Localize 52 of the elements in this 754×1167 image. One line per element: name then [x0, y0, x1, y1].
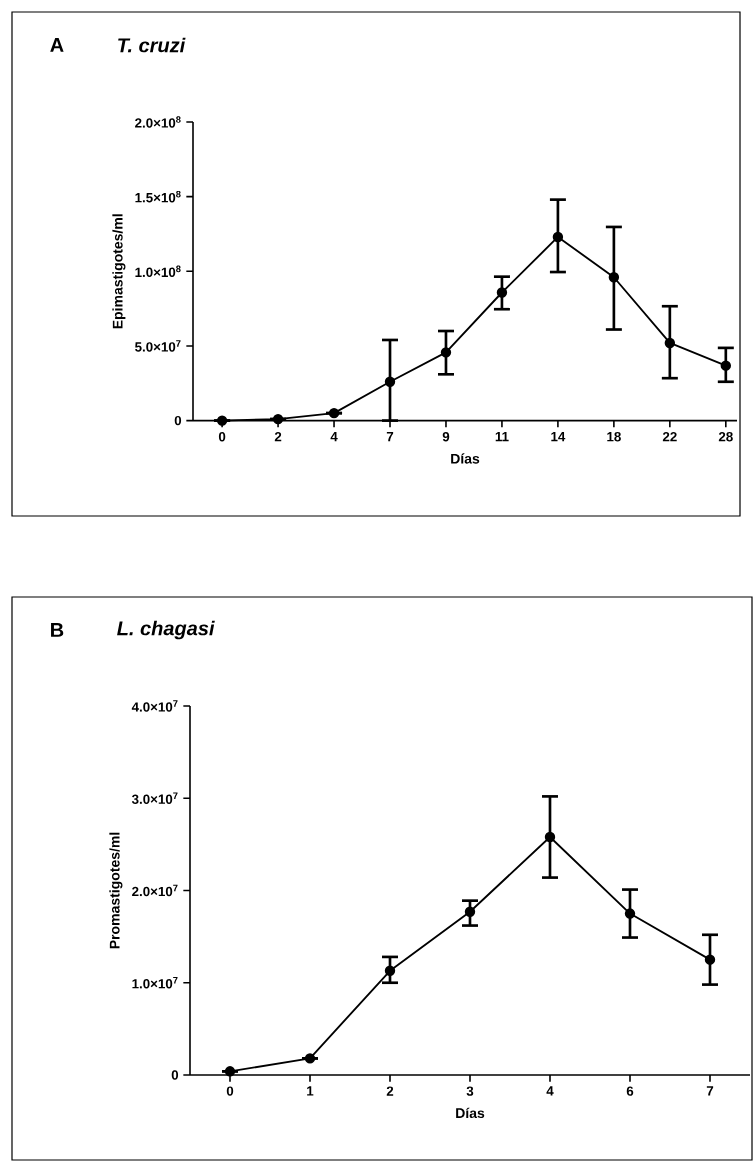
x-axis-title: Días — [456, 1107, 485, 1119]
point — [272, 413, 284, 425]
point — [224, 1066, 236, 1077]
point — [720, 360, 732, 371]
chart-title: T. cruzi — [118, 37, 186, 53]
y-tick-label: 2.0×10$^{8}$ — [135, 116, 181, 128]
point — [328, 407, 340, 419]
y-tick-label: 1.0×10$^{7}$ — [132, 977, 178, 989]
x-tick-label: 28 — [718, 431, 733, 442]
y-tick-label: 0 — [174, 415, 182, 426]
x-tick-label: 4 — [330, 431, 338, 442]
x-tick-label: 11 — [495, 431, 509, 442]
point — [384, 376, 396, 387]
y-tick-label: 4.0×10$^{7}$ — [131, 700, 178, 712]
y-tick-label: 2.0×10$^{7}$ — [132, 884, 178, 897]
x-tick-label: 6 — [626, 1086, 634, 1096]
point — [384, 965, 396, 976]
x-tick-label: 7 — [386, 431, 394, 442]
y-tick-label: 0 — [171, 1070, 179, 1080]
point — [544, 831, 556, 843]
x-tick-label: 0 — [226, 1086, 234, 1096]
x-axis-title: Días — [451, 453, 480, 464]
point — [624, 908, 636, 919]
y-tick-label: 3.0×10$^{7}$ — [131, 792, 178, 804]
x-tick-label: 9 — [442, 431, 450, 442]
chart-title: L. chagasi — [117, 620, 215, 640]
text: B — [51, 623, 64, 637]
text: A — [50, 38, 64, 52]
y-axis-title: Epimastigotes/ml — [112, 214, 126, 329]
x-tick-label: 0 — [218, 431, 226, 442]
x-tick-label: 4 — [546, 1086, 554, 1096]
point — [304, 1053, 316, 1064]
x-tick-label: 18 — [607, 431, 621, 442]
point — [608, 272, 620, 283]
point — [216, 415, 228, 426]
x-tick-label: 22 — [662, 431, 677, 442]
point — [552, 231, 564, 243]
x-tick-label: 1 — [307, 1086, 314, 1096]
point — [440, 347, 452, 358]
y-tick-label: 5.0×10$^{7}$ — [135, 340, 181, 352]
y-tick-label: 1.5×10$^{8}$ — [135, 190, 181, 203]
point — [464, 906, 476, 917]
x-tick-label: 2 — [386, 1086, 394, 1096]
x-tick-label: 14 — [551, 431, 566, 442]
y-tick-label: 1.0×10$^{8}$ — [135, 265, 181, 278]
x-tick-label: 7 — [706, 1086, 714, 1096]
point — [704, 954, 716, 965]
y-axis-title: Promastigotes/ml — [109, 832, 123, 949]
point — [664, 337, 676, 349]
x-tick-label: 3 — [466, 1086, 474, 1096]
point — [496, 287, 508, 298]
x-tick-label: 2 — [274, 431, 282, 442]
